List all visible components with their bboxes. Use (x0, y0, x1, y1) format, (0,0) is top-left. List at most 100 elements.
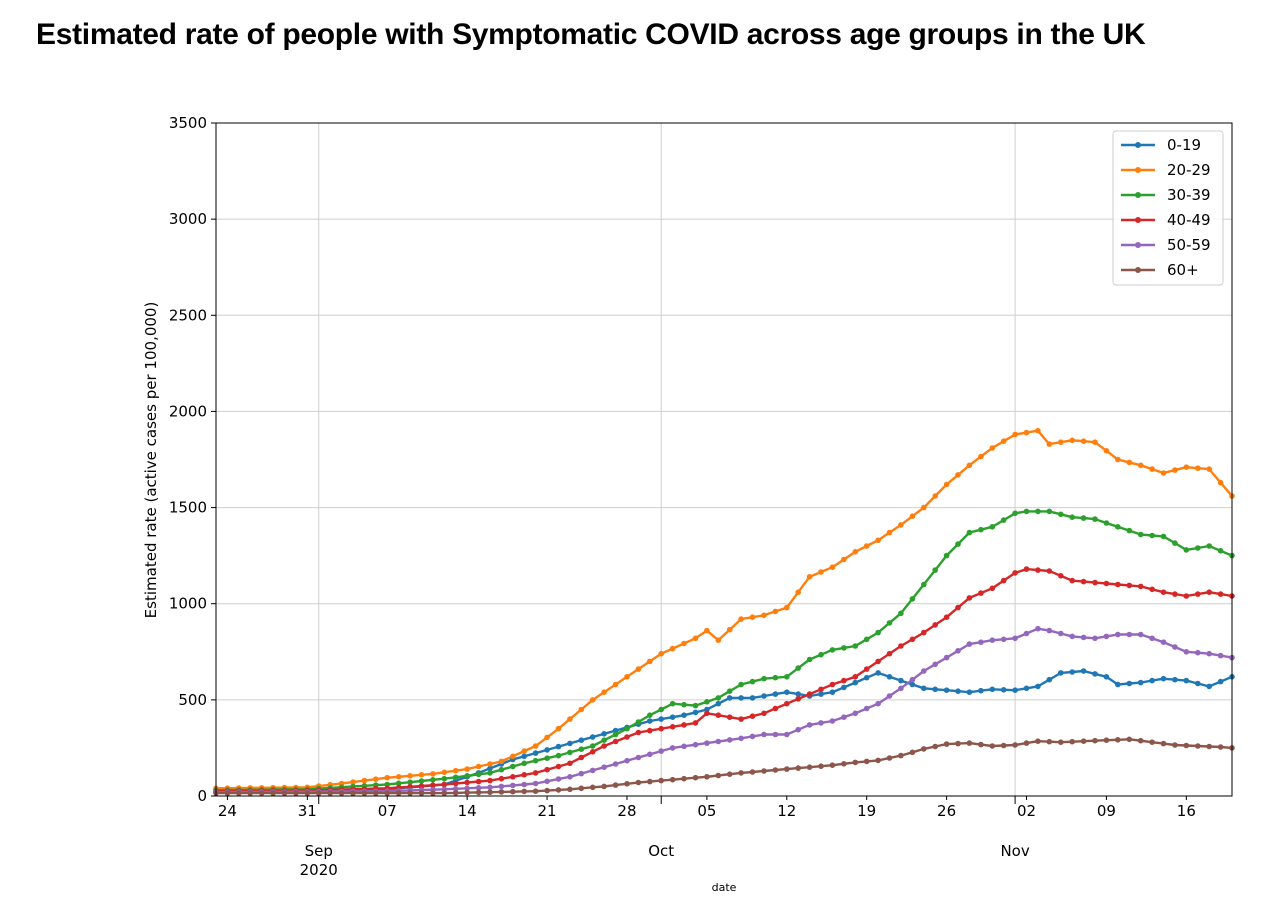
data-point-40-49 (475, 778, 482, 785)
data-point-50-59 (1195, 649, 1201, 656)
data-point-40-49 (532, 770, 539, 776)
data-point-60+ (224, 790, 231, 796)
data-point-0-19 (738, 695, 744, 701)
data-point-50-59 (829, 718, 836, 724)
data-point-20-29 (989, 445, 996, 451)
data-point-50-59 (921, 668, 927, 674)
x-tick-label: 21 (538, 802, 557, 820)
data-point-60+ (1058, 739, 1064, 745)
data-point-50-59 (841, 714, 847, 720)
data-point-20-29 (795, 589, 801, 595)
data-point-30-39 (1217, 548, 1224, 554)
data-point-40-49 (875, 658, 881, 665)
data-point-60+ (430, 790, 436, 796)
data-point-20-29 (966, 462, 973, 469)
data-point-50-59 (578, 770, 585, 777)
data-point-60+ (738, 770, 744, 776)
page-title: Estimated rate of people with Symptomati… (36, 18, 1146, 51)
plot-area-frame (215, 122, 1233, 797)
data-point-60+ (966, 740, 973, 746)
data-point-20-29 (863, 543, 870, 549)
data-point-40-49 (544, 766, 550, 773)
data-point-20-29 (1080, 438, 1087, 445)
data-point-0-19 (886, 674, 893, 680)
data-point-20-29 (1206, 466, 1212, 472)
data-point-50-59 (521, 781, 527, 788)
data-point-30-39 (532, 757, 539, 764)
y-axis-ticks: 0 500 1000 1500 2000 2500 3000 3500 (169, 114, 216, 805)
data-point-0-19 (989, 686, 996, 693)
data-point-50-59 (943, 654, 950, 661)
data-point-60+ (761, 768, 767, 774)
data-point-60+ (1103, 737, 1110, 743)
data-point-40-49 (555, 763, 562, 770)
data-point-0-19 (1069, 669, 1075, 675)
data-point-0-19 (647, 718, 653, 724)
data-point-60+ (841, 761, 847, 767)
data-point-0-19 (555, 743, 562, 750)
data-point-20-29 (806, 574, 813, 580)
x-tick-label: 24 (218, 802, 237, 820)
legend-marker-60+ (1135, 267, 1141, 273)
data-point-60+ (281, 790, 288, 796)
data-point-20-29 (464, 766, 470, 772)
data-point-60+ (726, 771, 733, 777)
data-point-40-49 (1000, 577, 1007, 584)
month-tick-label: Nov (1000, 842, 1029, 860)
data-point-40-49 (1058, 573, 1064, 579)
data-point-60+ (498, 789, 505, 795)
data-point-0-19 (1115, 681, 1121, 688)
data-point-50-59 (544, 778, 550, 785)
data-point-60+ (418, 790, 425, 796)
y-axis-label: Estimated rate (active cases per 100,000… (142, 302, 160, 619)
data-point-40-49 (452, 780, 459, 787)
data-point-20-29 (1023, 429, 1030, 436)
data-point-50-59 (567, 774, 573, 780)
data-point-60+ (1195, 743, 1201, 749)
data-point-60+ (327, 790, 334, 796)
x-axis-ticks: 24 31 07 14 21 28 05 12 19 26 02 09 16 (218, 796, 1196, 820)
data-point-40-49 (1069, 577, 1075, 584)
data-point-60+ (921, 746, 927, 752)
data-point-20-29 (441, 769, 448, 776)
data-point-30-39 (612, 731, 619, 738)
data-point-60+ (1126, 736, 1133, 743)
data-point-0-19 (567, 740, 573, 747)
data-point-60+ (247, 790, 253, 796)
data-point-60+ (1012, 742, 1018, 748)
data-point-60+ (612, 782, 619, 788)
data-point-40-49 (658, 725, 664, 732)
data-point-50-59 (1183, 649, 1190, 655)
data-point-40-49 (1046, 568, 1053, 574)
data-point-60+ (989, 743, 996, 749)
data-point-30-39 (487, 770, 493, 776)
data-point-50-59 (510, 782, 516, 789)
data-point-20-29 (601, 689, 607, 695)
data-point-40-49 (715, 712, 722, 718)
data-point-50-59 (1126, 631, 1133, 638)
y-tick-label: 500 (178, 691, 207, 709)
data-point-0-19 (1195, 680, 1201, 687)
data-point-40-49 (966, 595, 973, 601)
data-point-40-49 (909, 636, 916, 643)
data-point-20-29 (578, 706, 585, 713)
data-point-50-59 (806, 722, 813, 728)
data-point-20-29 (772, 608, 779, 615)
data-point-60+ (772, 767, 779, 773)
data-point-20-29 (384, 774, 391, 781)
data-point-30-39 (441, 775, 448, 782)
data-point-0-19 (1023, 685, 1030, 692)
data-point-20-29 (510, 753, 516, 760)
data-point-0-19 (1160, 675, 1167, 682)
data-point-0-19 (578, 737, 585, 743)
data-point-40-49 (669, 724, 676, 730)
data-point-20-29 (521, 748, 527, 754)
data-point-40-49 (1092, 579, 1098, 586)
data-point-0-19 (1046, 676, 1053, 683)
data-point-20-29 (1115, 456, 1121, 463)
data-point-30-39 (395, 780, 402, 787)
data-point-20-29 (658, 650, 664, 657)
data-point-60+ (681, 775, 687, 782)
data-point-60+ (704, 774, 710, 780)
